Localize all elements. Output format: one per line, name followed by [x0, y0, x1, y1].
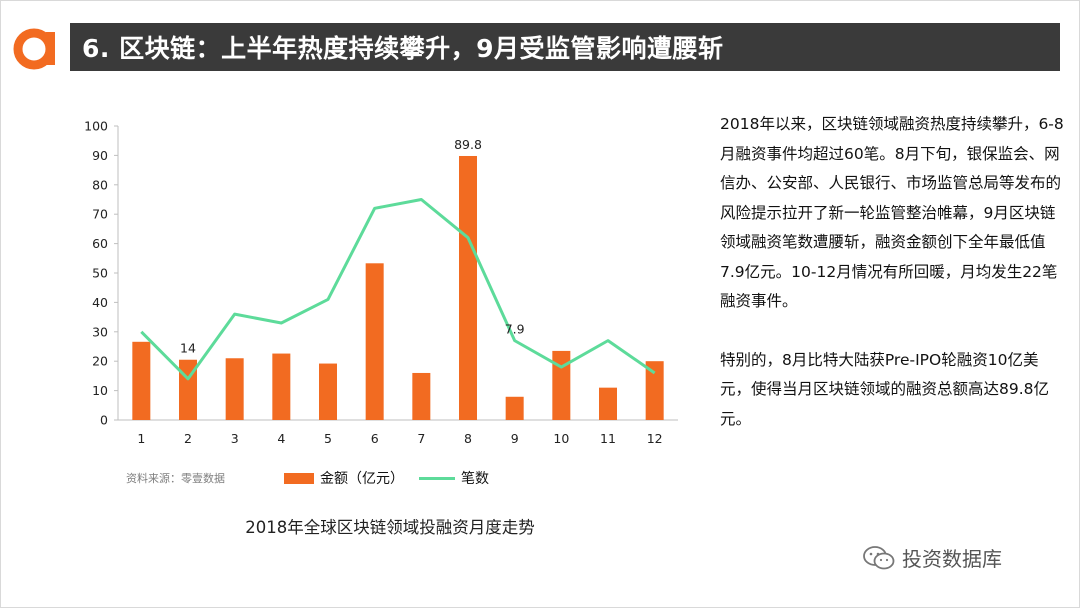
watermark-text: 投资数据库	[902, 547, 1002, 571]
series-line-count	[140, 198, 656, 381]
bar	[505, 396, 524, 420]
x-tick-label: 2	[184, 431, 192, 446]
y-tick-label: 80	[92, 177, 108, 192]
chart-source: 资料来源：零壹数据	[126, 472, 225, 485]
legend-line-swatch	[419, 476, 455, 480]
y-tick-label: 100	[84, 119, 108, 134]
bar	[365, 263, 384, 420]
legend-label-count: 笔数	[461, 471, 489, 487]
brand-logo	[13, 28, 55, 70]
watermark: 投资数据库	[862, 543, 1002, 572]
data-label: 14	[180, 341, 196, 356]
page-title: 6. 区块链：上半年热度持续攀升，9月受监管影响遭腰斩	[70, 23, 1060, 71]
x-tick-label: 12	[647, 431, 663, 446]
legend-item-amount: 金额（亿元）	[284, 468, 404, 488]
x-tick-label: 1	[137, 431, 145, 446]
x-tick-label: 9	[511, 431, 519, 446]
commentary: 2018年以来，区块链领域融资热度持续攀升，6-8月融资事件均超过60笔。8月下…	[720, 110, 1065, 434]
y-tick-label: 0	[100, 413, 108, 428]
bar	[645, 361, 664, 420]
y-tick-label: 70	[92, 207, 108, 222]
y-tick-label: 10	[92, 383, 108, 398]
x-tick-label: 5	[324, 431, 332, 446]
x-tick-label: 4	[277, 431, 285, 446]
x-tick-label: 3	[231, 431, 239, 446]
bar	[132, 341, 151, 420]
paragraph-2: 特别的，8月比特大陆获Pre-IPO轮融资10亿美元，使得当月区块链领域的融资总…	[720, 350, 1050, 428]
data-label: 89.8	[454, 137, 482, 152]
x-tick-label: 8	[464, 431, 472, 446]
data-label: 7.9	[505, 322, 525, 337]
x-tick-label: 10	[553, 431, 569, 446]
legend-item-count: 笔数	[419, 468, 489, 488]
legend-label-amount: 金额（亿元）	[320, 471, 404, 487]
y-tick-label: 90	[92, 148, 108, 163]
bar	[412, 372, 431, 420]
x-tick-label: 6	[371, 431, 379, 446]
y-tick-label: 50	[92, 266, 108, 281]
bar	[319, 363, 337, 420]
y-tick-label: 60	[92, 236, 108, 251]
chart-title: 2018年全球区块链领域投融资月度走势	[245, 518, 535, 537]
paragraph-1: 2018年以来，区块链领域融资热度持续攀升，6-8月融资事件均超过60笔。8月下…	[720, 115, 1064, 310]
legend-bar-swatch	[284, 472, 314, 484]
x-tick-label: 7	[417, 431, 425, 446]
bar	[225, 358, 244, 420]
bar	[552, 350, 571, 420]
x-tick-label: 11	[600, 431, 616, 446]
bar	[459, 155, 477, 420]
bar	[599, 387, 617, 420]
bar	[272, 353, 291, 420]
wechat-icon	[863, 545, 895, 569]
y-tick-label: 20	[92, 354, 108, 369]
y-tick-label: 40	[92, 295, 108, 310]
y-tick-label: 30	[92, 324, 108, 339]
